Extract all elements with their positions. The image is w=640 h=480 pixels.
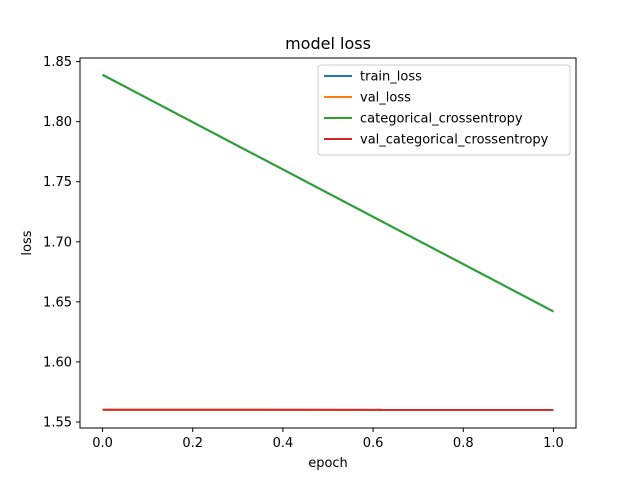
- legend-entry-label: val_loss: [360, 91, 411, 106]
- y-tick-label: 1.75: [43, 175, 72, 190]
- x-tick-label: 0.2: [182, 436, 203, 451]
- y-tick-label: 1.85: [43, 55, 72, 70]
- y-tick-label: 1.80: [43, 115, 72, 130]
- y-tick-label: 1.55: [43, 415, 72, 430]
- y-tick-label: 1.60: [43, 355, 72, 370]
- series-line-categorical-crossentropy: [102, 73, 554, 313]
- chart-title: model loss: [285, 34, 371, 53]
- x-tick-label: 0.6: [363, 436, 384, 451]
- legend: train_loss val_loss categorical_crossentro…: [317, 64, 571, 156]
- legend-entry-label: val_categorical_crossentropy: [360, 133, 549, 148]
- x-tick-label: 0.0: [92, 436, 113, 451]
- legend-box: [317, 64, 571, 156]
- legend-entry-label: train_loss: [360, 70, 422, 85]
- x-tick-label: 0.8: [453, 436, 474, 451]
- y-axis-label: loss: [20, 230, 35, 255]
- x-axis-label: epoch: [308, 456, 348, 471]
- x-tick-label: 0.4: [273, 436, 294, 451]
- plot-frame: [79, 57, 577, 429]
- y-axis-ticks: 1.55 1.60 1.65 1.70 1.75 1.80 1.85: [43, 55, 80, 430]
- y-tick-label: 1.65: [43, 295, 72, 310]
- y-tick-label: 1.70: [43, 235, 72, 250]
- legend-entry-label: categorical_crossentropy: [360, 112, 523, 127]
- x-axis-ticks: 0.0 0.2 0.4 0.6 0.8 1.0: [92, 428, 564, 451]
- series-lines: [102, 73, 554, 411]
- x-tick-label: 1.0: [543, 436, 564, 451]
